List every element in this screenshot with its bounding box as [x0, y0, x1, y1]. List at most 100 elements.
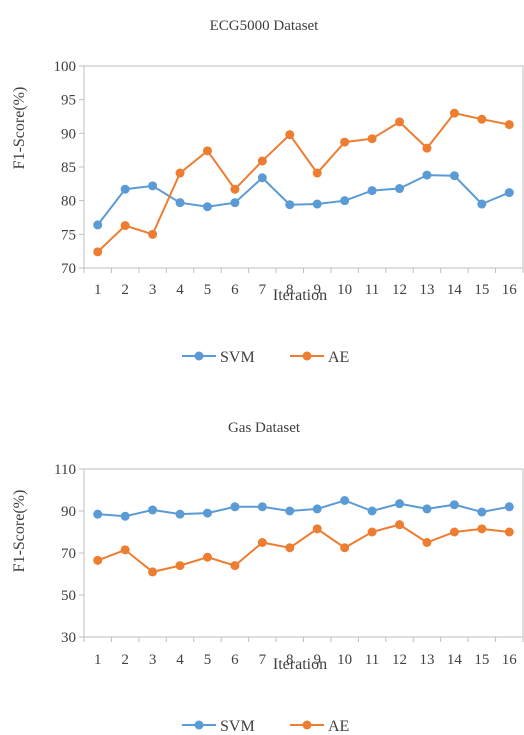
- data-point-svm: [285, 200, 295, 210]
- y-tick-label: 75: [61, 227, 76, 243]
- legend-label-ae: AE: [328, 718, 349, 735]
- x-tick-label: 9: [313, 652, 321, 668]
- x-tick-label: 5: [204, 652, 212, 668]
- plot-area: [83, 468, 524, 638]
- x-tick-label: 11: [365, 652, 379, 668]
- x-tick-label: 2: [121, 652, 129, 668]
- data-point-ae: [312, 168, 322, 178]
- y-tick-label: 50: [61, 588, 76, 604]
- legend-marker-ae: [302, 720, 312, 730]
- data-point-ae: [175, 168, 185, 178]
- y-tick-label: 70: [61, 261, 76, 277]
- data-point-ae: [477, 114, 487, 124]
- legend-marker-svm: [194, 351, 204, 361]
- data-point-svm: [175, 198, 185, 208]
- gas-chart: Gas Dataset F1-Score(%) Iteration SVM AE…: [11, 420, 524, 735]
- x-tick-label: 7: [259, 282, 267, 298]
- x-tick-label: 6: [231, 652, 239, 668]
- data-point-ae: [285, 130, 295, 140]
- data-point-ae: [148, 229, 158, 239]
- x-tick-label: 3: [149, 282, 157, 298]
- data-point-svm: [148, 505, 158, 515]
- data-point-ae: [504, 120, 514, 130]
- data-point-ae: [257, 538, 267, 547]
- data-point-svm: [285, 506, 295, 516]
- x-tick-label: 14: [447, 652, 463, 668]
- y-tick-label: 90: [61, 504, 76, 520]
- x-tick-label: 14: [447, 282, 463, 298]
- x-tick-label: 4: [176, 652, 184, 668]
- x-tick-label: 15: [474, 652, 489, 668]
- x-tick-label: 13: [419, 652, 434, 668]
- data-point-svm: [504, 188, 514, 198]
- data-point-ae: [422, 143, 432, 153]
- x-tick-label: 10: [337, 652, 352, 668]
- data-point-svm: [340, 496, 350, 505]
- data-point-svm: [477, 199, 487, 209]
- data-point-svm: [93, 220, 103, 230]
- legend-marker-svm: [194, 720, 204, 730]
- data-point-ae: [202, 552, 212, 562]
- x-tick-label: 12: [392, 282, 407, 298]
- y-tick-label: 95: [61, 93, 76, 109]
- data-point-ae: [312, 524, 322, 534]
- x-tick-label: 1: [94, 652, 102, 668]
- x-tick-label: 10: [337, 282, 352, 298]
- chart-title: ECG5000 Dataset: [210, 18, 320, 34]
- y-tick-label: 85: [61, 160, 76, 176]
- x-tick-label: 4: [176, 282, 184, 298]
- data-point-svm: [312, 504, 322, 514]
- data-point-ae: [340, 543, 350, 553]
- data-point-ae: [202, 146, 212, 156]
- data-point-svm: [312, 199, 322, 209]
- data-point-ae: [120, 545, 130, 555]
- data-point-ae: [285, 543, 295, 553]
- data-point-ae: [93, 247, 103, 257]
- series-line-svm: [96, 174, 510, 226]
- y-tick-label: 70: [61, 546, 76, 562]
- x-tick-label: 15: [474, 282, 489, 298]
- data-point-ae: [395, 520, 405, 530]
- x-tick-label: 12: [392, 652, 407, 668]
- data-point-ae: [504, 527, 514, 537]
- data-point-ae: [175, 561, 185, 571]
- series-line-ae: [97, 523, 510, 573]
- data-point-ae: [230, 184, 240, 194]
- legend-label-svm: SVM: [220, 349, 255, 366]
- data-point-svm: [367, 506, 377, 516]
- data-point-ae: [120, 221, 130, 231]
- data-point-svm: [477, 507, 487, 517]
- data-point-svm: [230, 502, 240, 512]
- x-tick-label: 8: [286, 282, 294, 298]
- data-point-ae: [449, 527, 459, 537]
- chart-title: Gas Dataset: [228, 420, 301, 436]
- data-point-ae: [367, 134, 377, 144]
- data-point-svm: [175, 509, 185, 519]
- x-tick-label: 9: [313, 282, 321, 298]
- legend-label-ae: AE: [328, 349, 349, 366]
- legend-label-svm: SVM: [220, 718, 255, 735]
- data-point-svm: [422, 170, 432, 180]
- x-tick-label: 2: [121, 282, 129, 298]
- data-point-ae: [477, 524, 487, 534]
- data-point-ae: [422, 538, 432, 547]
- data-point-svm: [202, 202, 212, 212]
- data-point-svm: [93, 509, 103, 519]
- y-tick-label: 90: [61, 126, 76, 142]
- ecg5000-chart: ECG5000 Dataset F1-Score(%) Iteration SV…: [11, 18, 524, 366]
- x-tick-label: 6: [231, 282, 239, 298]
- y-tick-label: 80: [61, 194, 76, 210]
- data-point-ae: [340, 137, 350, 147]
- data-point-svm: [504, 502, 514, 512]
- x-tick-label: 5: [204, 282, 212, 298]
- x-axis-label: Iteration: [273, 656, 327, 673]
- data-point-svm: [367, 186, 377, 196]
- data-point-svm: [230, 198, 240, 208]
- x-tick-label: 11: [365, 282, 379, 298]
- y-axis-label: F1-Score(%): [11, 490, 28, 573]
- data-point-svm: [395, 499, 405, 509]
- x-tick-label: 3: [149, 652, 157, 668]
- series-line-svm: [97, 499, 510, 518]
- data-point-svm: [449, 500, 459, 510]
